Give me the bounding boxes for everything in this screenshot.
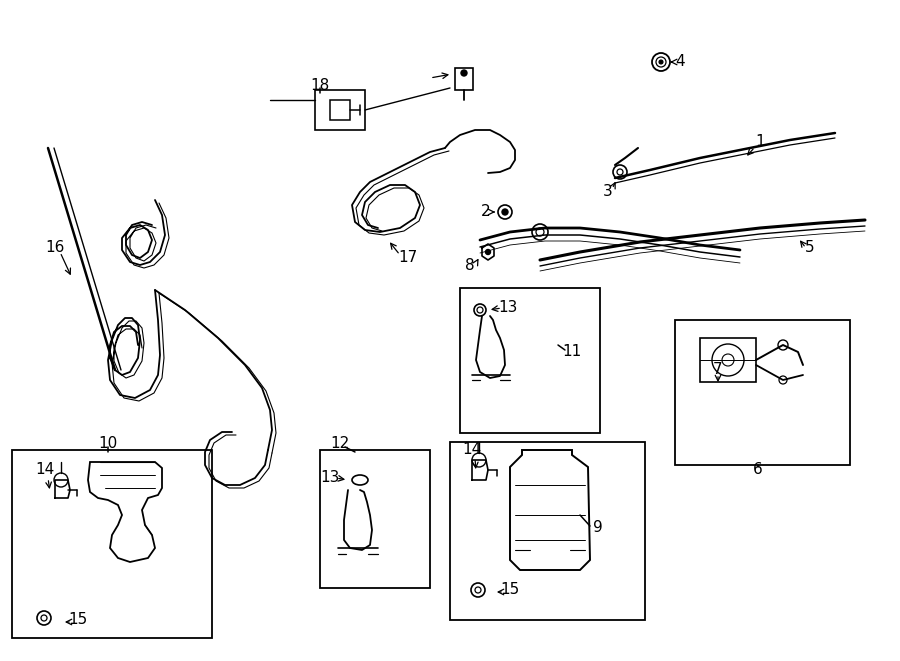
Text: 8: 8 xyxy=(465,258,475,272)
Text: 5: 5 xyxy=(806,241,814,256)
Bar xyxy=(455,68,473,90)
Text: 1: 1 xyxy=(755,134,765,149)
Text: 14: 14 xyxy=(35,463,55,477)
Text: 15: 15 xyxy=(500,582,519,598)
Text: 9: 9 xyxy=(593,520,603,535)
Text: 6: 6 xyxy=(753,463,763,477)
Bar xyxy=(460,288,600,433)
Text: 7: 7 xyxy=(713,362,723,377)
Circle shape xyxy=(502,209,508,215)
Text: 18: 18 xyxy=(310,77,329,93)
Text: 16: 16 xyxy=(45,241,65,256)
Bar xyxy=(330,100,350,120)
Bar xyxy=(450,442,645,620)
Text: 15: 15 xyxy=(68,613,87,627)
Bar xyxy=(320,450,430,588)
Text: 11: 11 xyxy=(562,344,581,360)
Text: 13: 13 xyxy=(499,301,517,315)
Text: 12: 12 xyxy=(330,436,349,451)
Bar xyxy=(675,320,850,465)
Text: 14: 14 xyxy=(463,442,482,457)
Circle shape xyxy=(659,60,663,64)
Bar xyxy=(12,450,212,638)
Circle shape xyxy=(485,249,490,254)
Text: 10: 10 xyxy=(98,436,118,451)
Text: 3: 3 xyxy=(603,184,613,200)
Text: 13: 13 xyxy=(320,471,339,485)
Text: 2: 2 xyxy=(482,204,490,219)
Bar xyxy=(315,90,365,130)
Circle shape xyxy=(461,70,467,76)
Text: 4: 4 xyxy=(675,54,685,69)
Text: 17: 17 xyxy=(399,251,418,266)
Bar xyxy=(700,338,756,382)
